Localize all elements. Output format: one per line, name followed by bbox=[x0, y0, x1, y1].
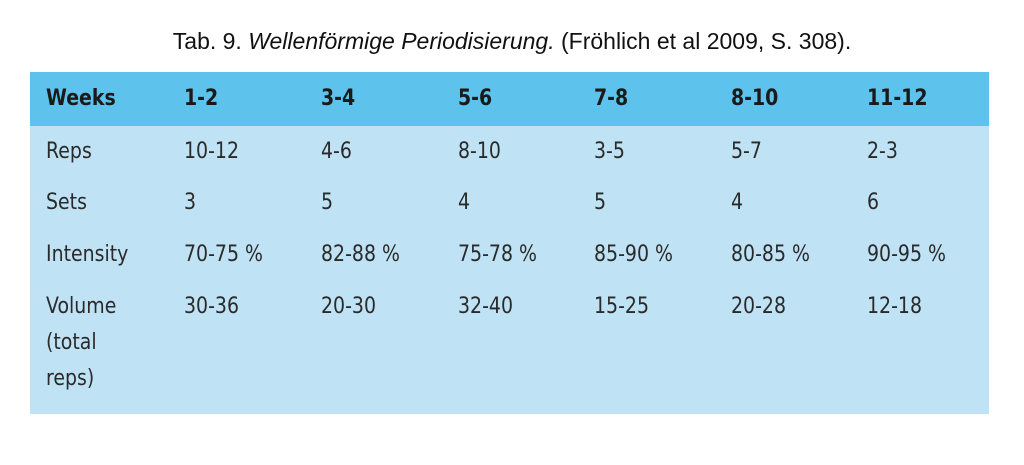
table-cell: 4-6 bbox=[321, 139, 352, 164]
caption-source: (Fröhlich et al 2009, S. 308). bbox=[554, 28, 852, 54]
row-label-intensity: Intensity bbox=[46, 242, 129, 267]
table-cell: 30-36 bbox=[184, 294, 239, 319]
table-cell: 6 bbox=[867, 190, 880, 215]
row-label-volume-reps: reps) bbox=[46, 366, 95, 391]
table-cell: 8-10 bbox=[458, 139, 501, 164]
table-header-row: Weeks 1-2 3-4 5-6 7-8 8-10 11-12 bbox=[30, 72, 989, 126]
table-cell: 5-7 bbox=[731, 139, 762, 164]
table-cell: 75-78 % bbox=[458, 242, 537, 267]
table-cell: 10-12 bbox=[184, 139, 239, 164]
table-cell: 5 bbox=[321, 190, 334, 215]
table-cell: 32-40 bbox=[458, 294, 513, 319]
table-cell: 70-75 % bbox=[184, 242, 263, 267]
table-cell: 90-95 % bbox=[867, 242, 946, 267]
header-cell: 1-2 bbox=[184, 86, 219, 111]
caption-prefix: Tab. 9. bbox=[172, 28, 249, 54]
table-cell: 85-90 % bbox=[594, 242, 673, 267]
table-cell: 5 bbox=[594, 190, 607, 215]
table-cell: 4 bbox=[731, 190, 744, 215]
table-cell: 4 bbox=[458, 190, 471, 215]
header-cell: 5-6 bbox=[458, 86, 493, 111]
row-label-sets: Sets bbox=[46, 190, 87, 215]
header-cell: 8-10 bbox=[731, 86, 779, 111]
header-cell-weeks: Weeks bbox=[46, 86, 116, 111]
table-cell: 15-25 bbox=[594, 294, 649, 319]
row-label-volume: Volume bbox=[46, 294, 117, 319]
header-cell: 7-8 bbox=[594, 86, 629, 111]
table-cell: 12-18 bbox=[867, 294, 922, 319]
table-cell: 3-5 bbox=[594, 139, 625, 164]
row-label-reps: Reps bbox=[46, 139, 92, 164]
header-cell: 11-12 bbox=[867, 86, 928, 111]
periodization-table: Weeks 1-2 3-4 5-6 7-8 8-10 11-12 Reps 10… bbox=[30, 72, 989, 414]
table-cell: 80-85 % bbox=[731, 242, 810, 267]
table-cell: 20-30 bbox=[321, 294, 376, 319]
table-cell: 3 bbox=[184, 190, 197, 215]
table-cell: 82-88 % bbox=[321, 242, 400, 267]
table-cell: 2-3 bbox=[867, 139, 898, 164]
table-caption: Tab. 9. Wellenförmige Periodisierung. (F… bbox=[0, 28, 1024, 55]
header-cell: 3-4 bbox=[321, 86, 356, 111]
caption-title: Wellenförmige Periodisierung. bbox=[248, 28, 555, 54]
row-label-volume-total: (total bbox=[46, 330, 97, 355]
table-cell: 20-28 bbox=[731, 294, 786, 319]
